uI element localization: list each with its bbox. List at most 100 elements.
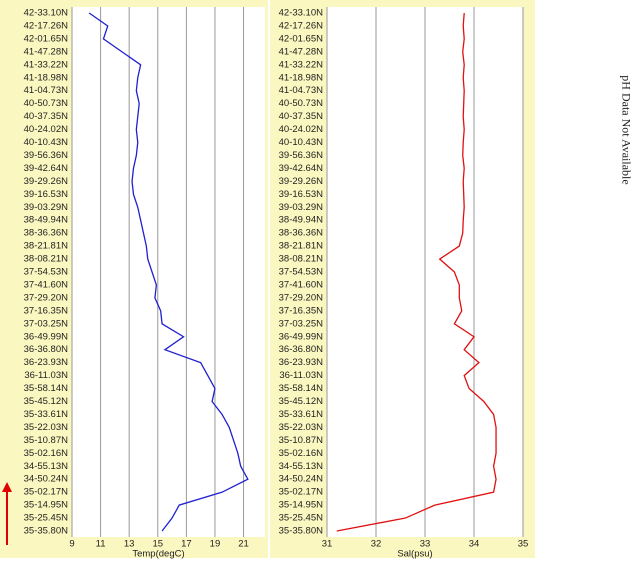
- y-tick-label: 35-02.17N: [24, 487, 69, 498]
- y-tick-label: 35-25.45N: [279, 513, 324, 524]
- x-tick-label: 13: [124, 539, 135, 550]
- y-tick-label: 37-41.60N: [279, 279, 324, 290]
- x-tick-label: 35: [518, 539, 529, 550]
- y-tick-label: 39-29.26N: [24, 176, 69, 187]
- y-tick-label: 40-24.02N: [24, 124, 69, 135]
- y-tick-label: 40-37.35N: [24, 111, 69, 122]
- y-tick-label: 41-33.22N: [24, 59, 69, 70]
- y-tick-label: 36-11.03N: [279, 370, 323, 381]
- y-tick-label: 38-49.94N: [279, 215, 324, 226]
- y-tick-label: 40-37.35N: [279, 111, 324, 122]
- x-axis-label: Sal(psu): [397, 549, 432, 560]
- y-tick-label: 41-04.73N: [24, 85, 69, 96]
- x-tick-label: 9: [69, 539, 74, 550]
- y-tick-label: 37-54.53N: [24, 267, 69, 278]
- y-tick-label: 38-21.81N: [24, 241, 69, 252]
- y-tick-label: 37-03.25N: [279, 318, 324, 329]
- y-tick-label: 38-36.36N: [279, 228, 324, 239]
- y-tick-label: 35-14.95N: [24, 500, 69, 511]
- y-tick-label: 34-50.24N: [24, 474, 69, 485]
- y-tick-label: 35-25.45N: [24, 513, 69, 524]
- y-tick-label: 42-01.65N: [24, 33, 69, 44]
- y-tick-label: 39-56.36N: [24, 150, 69, 161]
- y-tick-label: 39-29.26N: [279, 176, 324, 187]
- x-tick-label: 19: [210, 539, 221, 550]
- y-tick-label: 38-49.94N: [24, 215, 69, 226]
- y-tick-label: 35-22.03N: [279, 422, 324, 433]
- y-tick-label: 35-10.87N: [279, 435, 324, 446]
- x-tick-label: 15: [152, 539, 163, 550]
- y-tick-label: 42-17.26N: [279, 20, 324, 31]
- y-tick-label: 38-08.21N: [24, 254, 69, 265]
- y-tick-label: 40-24.02N: [279, 124, 324, 135]
- y-tick-label: 35-02.17N: [279, 487, 324, 498]
- y-tick-label: 42-33.10N: [279, 8, 324, 19]
- y-tick-label: 35-35.80N: [279, 526, 324, 537]
- y-tick-label: 39-16.53N: [279, 189, 324, 200]
- y-tick-label: 34-55.13N: [279, 461, 324, 472]
- y-tick-label: 40-50.73N: [279, 98, 324, 109]
- data-line: [88, 12, 249, 532]
- y-tick-label: 36-11.03N: [24, 370, 68, 381]
- x-tick-label: 21: [238, 539, 249, 550]
- y-tick-label: 39-03.29N: [279, 202, 324, 213]
- x-tick-label: 34: [469, 539, 480, 550]
- y-tick-label: 41-47.28N: [279, 46, 324, 57]
- y-tick-label: 40-50.73N: [24, 98, 69, 109]
- y-tick-label: 35-14.95N: [279, 500, 324, 511]
- y-tick-label: 35-02.16N: [24, 448, 69, 459]
- y-tick-label: 35-58.14N: [24, 383, 69, 394]
- y-tick-label: 36-36.80N: [279, 344, 324, 355]
- y-tick-label: 36-23.93N: [24, 357, 69, 368]
- y-tick-label: 41-18.98N: [24, 72, 69, 83]
- y-tick-label: 36-36.80N: [24, 344, 69, 355]
- plot-area: [72, 7, 265, 537]
- y-tick-label: 41-47.28N: [24, 46, 69, 57]
- data-line: [336, 12, 497, 532]
- y-tick-label: 35-35.80N: [24, 526, 69, 537]
- y-tick-label: 40-10.43N: [279, 137, 324, 148]
- x-tick-label: 33: [420, 539, 431, 550]
- y-tick-label: 39-16.53N: [24, 189, 69, 200]
- x-axis-label: Temp(degC): [132, 549, 184, 560]
- y-tick-label: 37-41.60N: [24, 279, 69, 290]
- arrow-head: [2, 482, 12, 492]
- y-tick-label: 35-02.16N: [279, 448, 324, 459]
- y-tick-label: 38-36.36N: [24, 228, 69, 239]
- y-tick-label: 35-45.12N: [24, 396, 69, 407]
- y-tick-label: 42-33.10N: [24, 8, 69, 19]
- y-tick-label: 36-23.93N: [279, 357, 324, 368]
- x-tick-label: 11: [96, 539, 106, 550]
- y-tick-label: 37-03.25N: [24, 318, 69, 329]
- y-tick-label: 41-04.73N: [279, 85, 324, 96]
- x-tick-label: 31: [322, 539, 333, 550]
- y-tick-label: 37-16.35N: [279, 305, 324, 316]
- y-tick-label: 42-01.65N: [279, 33, 324, 44]
- y-tick-label: 35-45.12N: [279, 396, 324, 407]
- y-tick-label: 41-18.98N: [279, 72, 324, 83]
- y-tick-label: 42-17.26N: [24, 20, 69, 31]
- note: pH Data Not Available: [619, 75, 633, 184]
- y-tick-label: 35-33.61N: [24, 409, 69, 420]
- y-tick-label: 35-22.03N: [24, 422, 69, 433]
- y-tick-label: 39-42.64N: [279, 163, 324, 174]
- y-tick-label: 39-03.29N: [24, 202, 69, 213]
- y-tick-label: 37-29.20N: [279, 292, 324, 303]
- y-tick-label: 35-58.14N: [279, 383, 324, 394]
- x-tick-label: 17: [181, 539, 192, 550]
- y-tick-label: 38-21.81N: [279, 241, 324, 252]
- x-tick-label: 32: [371, 539, 382, 550]
- y-tick-label: 36-49.99N: [279, 331, 324, 342]
- y-tick-label: 37-16.35N: [24, 305, 69, 316]
- y-tick-label: 40-10.43N: [24, 137, 69, 148]
- y-tick-label: 41-33.22N: [279, 59, 324, 70]
- y-tick-label: 36-49.99N: [24, 331, 69, 342]
- y-tick-label: 34-55.13N: [24, 461, 69, 472]
- y-tick-label: 39-42.64N: [24, 163, 69, 174]
- y-tick-label: 37-29.20N: [24, 292, 69, 303]
- y-tick-label: 38-08.21N: [279, 254, 324, 265]
- y-tick-label: 35-33.61N: [279, 409, 324, 420]
- y-tick-label: 34-50.24N: [279, 474, 324, 485]
- y-tick-label: 39-56.36N: [279, 150, 324, 161]
